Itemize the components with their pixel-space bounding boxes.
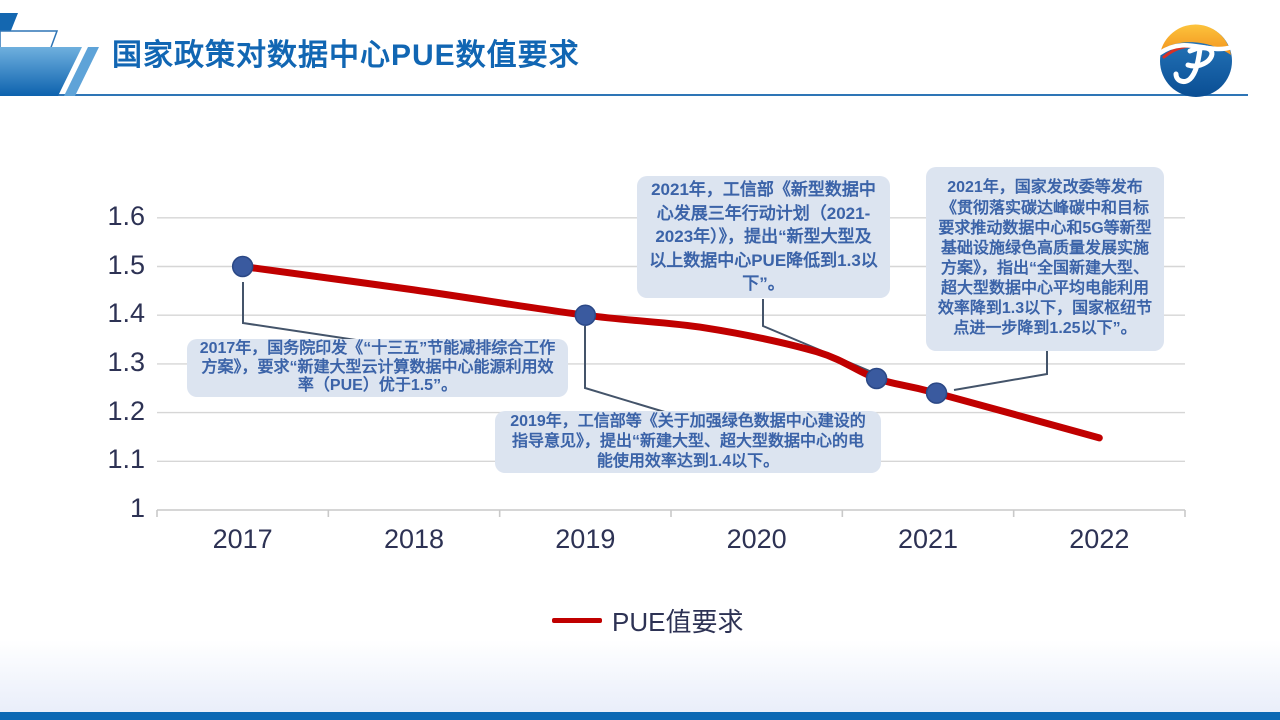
y-axis-tick-label: 1 [129,493,145,523]
page-title: 国家政策对数据中心PUE数值要求 [112,39,580,72]
x-axis-tick-label: 2020 [726,524,787,554]
bottom-bar [0,712,1280,720]
annotation-2017-text: 2017年，国务院印发《“十三五”节能减排综合工作方案》，要求“新建大型云计算数… [199,339,556,395]
annotation-2021-ndrc: 2021年，国家发改委等发布《贯彻落实碳达峰碳中和目标要求推动数据中心和5G等新… [926,167,1164,351]
annotation-2021-miit: 2021年，工信部《新型数据中心发展三年行动计划（2021-2023年）》，提出… [637,176,890,298]
x-axis-tick-label: 2021 [897,524,959,554]
y-axis-tick-label: 1.6 [107,200,145,231]
deco-parallelogram-small [0,13,18,33]
y-axis-tick-label: 1.5 [107,249,145,280]
title-underline [55,94,1248,96]
legend-label: PUE值要求 [612,607,744,637]
annotation-leader-line [584,326,669,414]
y-axis-tick-label: 1.4 [107,298,145,329]
deco-stripe [64,47,99,96]
header-corner-decoration [0,13,99,96]
annotation-2021-ndrc-text: 2021年，国家发改委等发布《贯彻落实碳达峰碳中和目标要求推动数据中心和5G等新… [937,179,1153,338]
bottom-fade [0,640,1280,712]
data-point-marker [574,304,597,326]
deco-parallelogram-gradient [0,47,82,96]
annotation-leader-line [953,351,1048,391]
annotation-leader-line [242,282,357,341]
data-point-marker [231,255,254,278]
data-point-marker [865,367,888,390]
x-axis-tick-label: 2022 [1069,524,1130,554]
data-point-marker [925,382,948,404]
y-axis-tick-label: 1.2 [107,395,145,426]
annotation-2021-miit-text: 2021年，工信部《新型数据中心发展三年行动计划（2021-2023年）》，提出… [649,180,878,294]
x-axis-tick-label: 2018 [383,524,445,554]
annotation-leader-line [762,299,873,373]
x-axis-tick-label: 2019 [555,524,616,554]
y-axis-tick-label: 1.3 [107,346,145,377]
legend: PUE值要求 [552,602,743,639]
company-logo-icon [1157,24,1235,97]
x-axis-tick-label: 2017 [212,524,273,554]
legend-line-swatch [552,618,602,623]
annotation-2019: 2019年，工信部等《关于加强绿色数据中心建设的指导意见》，提出“新建大型、超大… [495,411,881,473]
y-axis-tick-label: 1.1 [107,444,145,475]
annotation-2019-text: 2019年，工信部等《关于加强绿色数据中心建设的指导意见》，提出“新建大型、超大… [510,413,866,470]
annotation-2017: 2017年，国务院印发《“十三五”节能减排综合工作方案》，要求“新建大型云计算数… [187,339,568,397]
